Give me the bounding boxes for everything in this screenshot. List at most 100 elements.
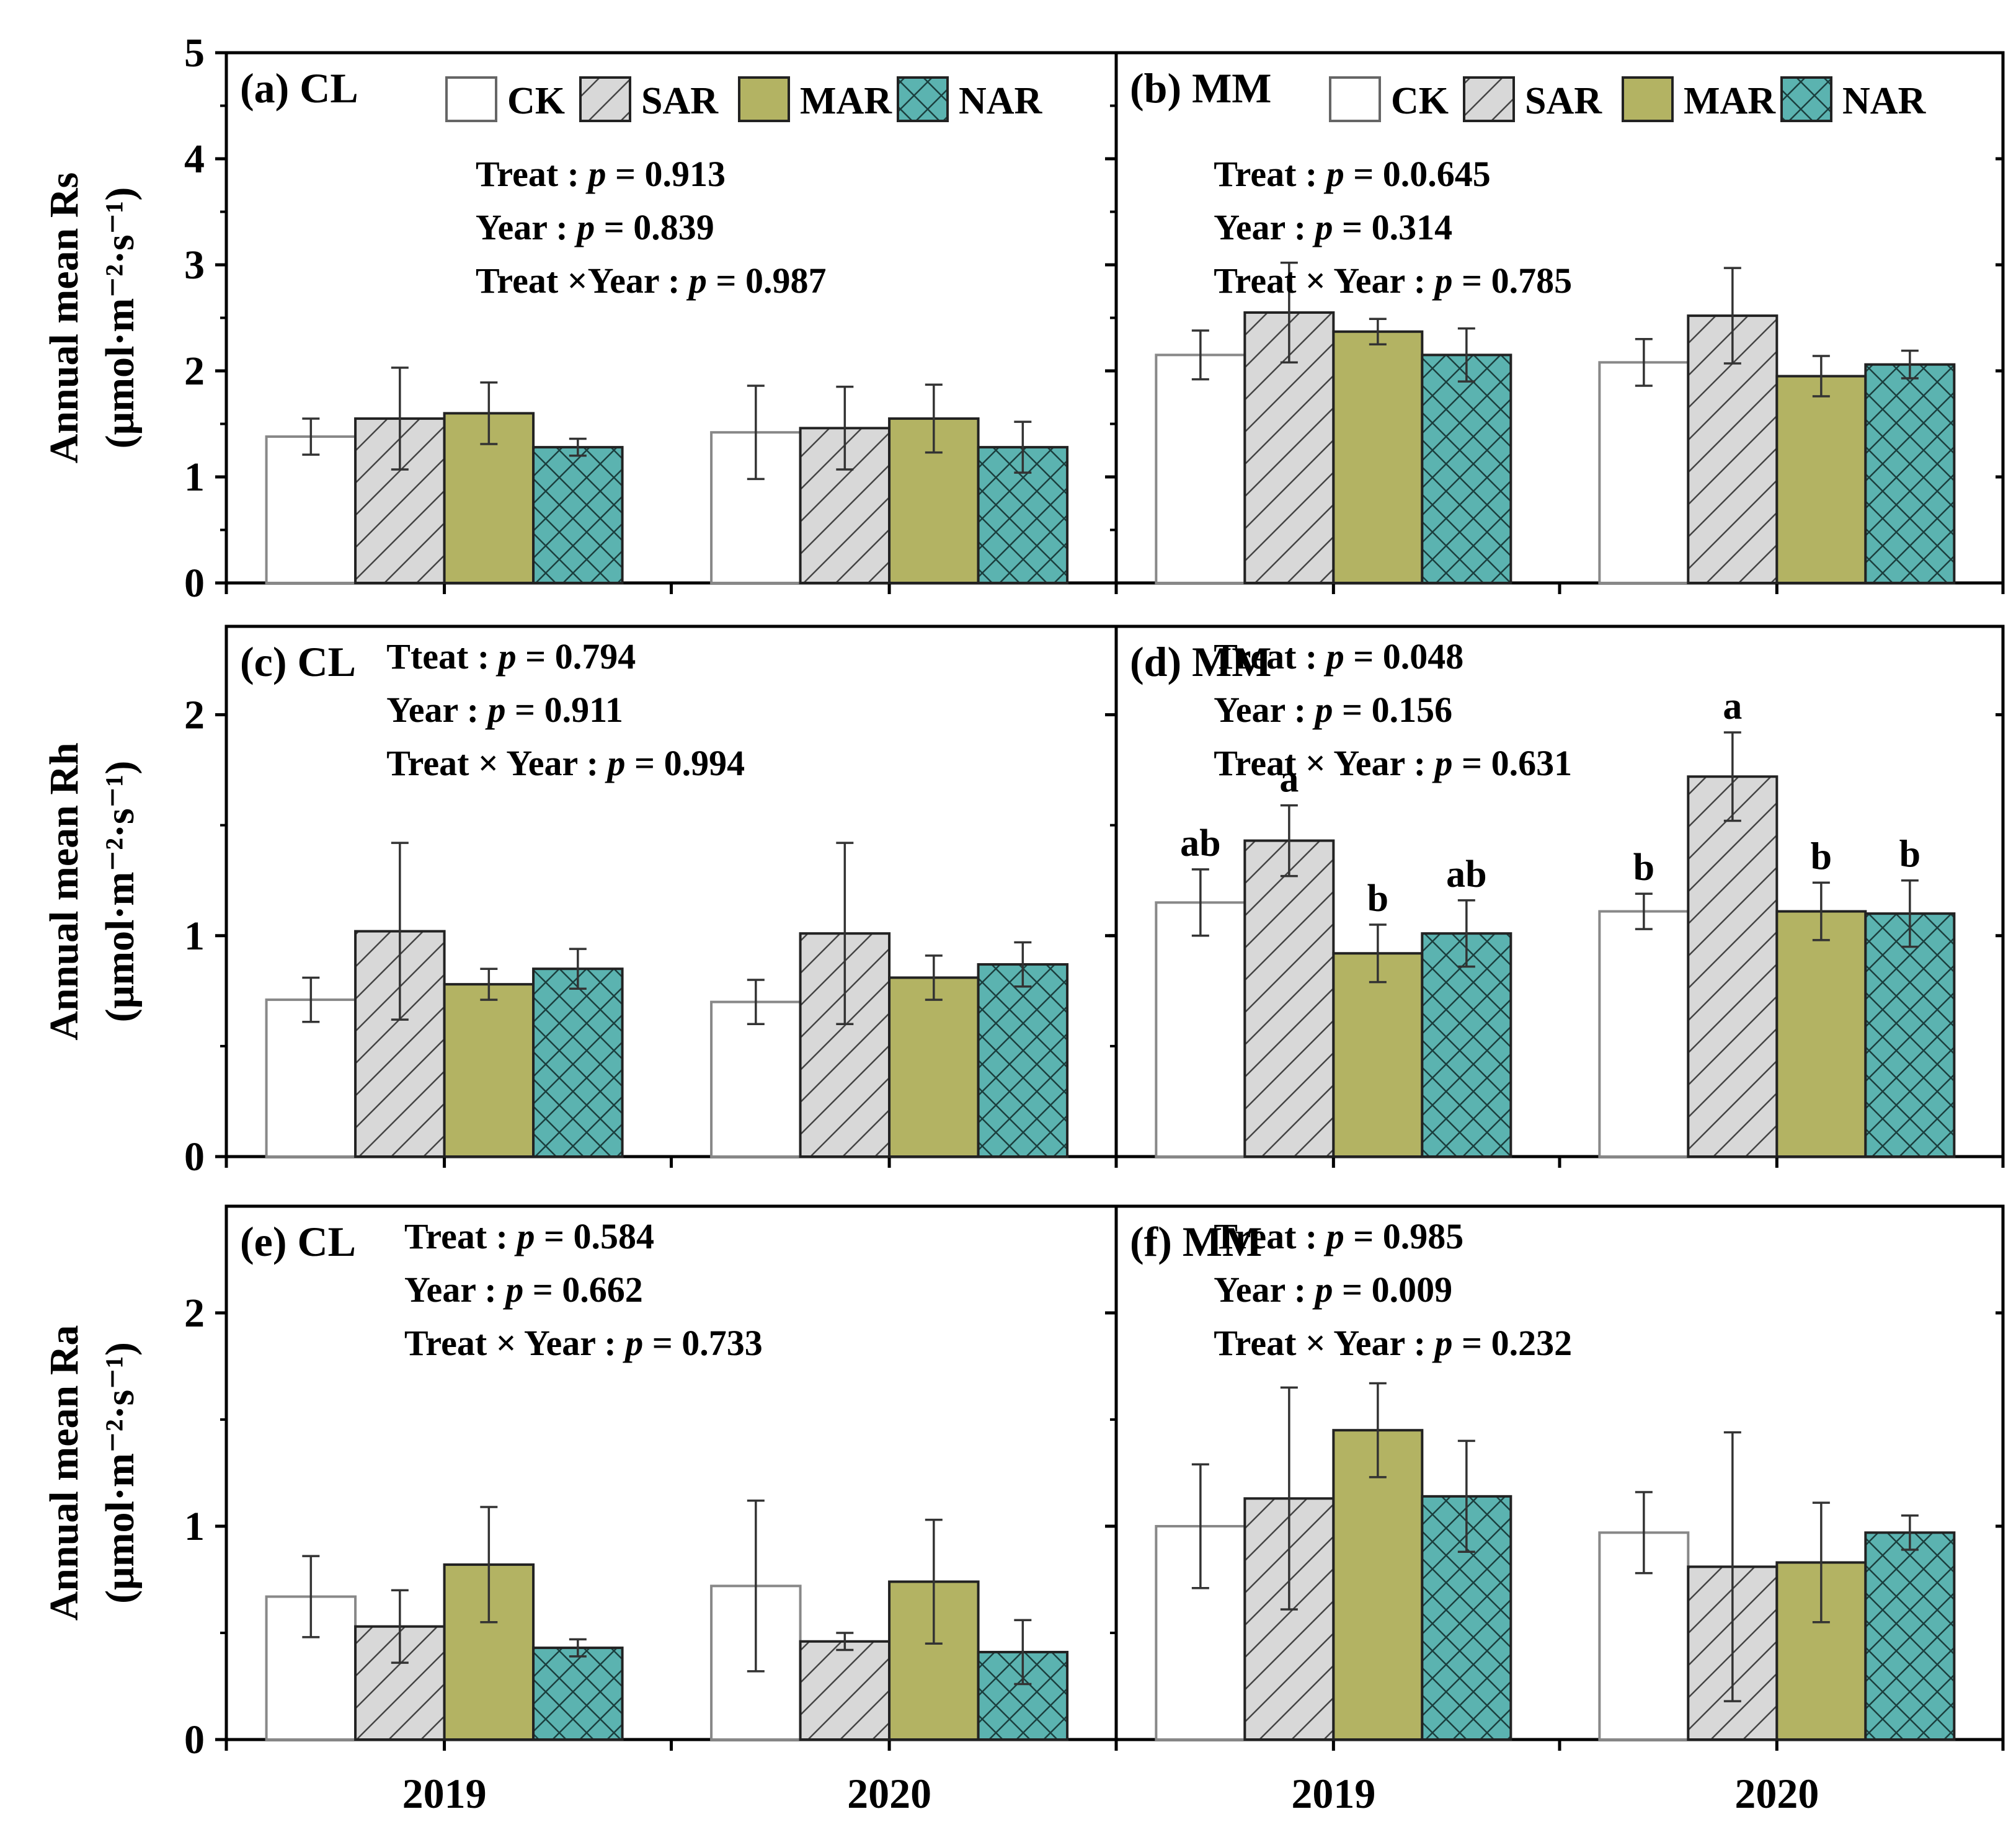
x-category-label: 2019 bbox=[402, 1770, 487, 1817]
y-axis-label: (μmol·m⁻²·s⁻¹) bbox=[97, 1342, 143, 1604]
bar-ck-2019 bbox=[265, 998, 357, 1158]
legend-swatch-mar bbox=[1622, 76, 1674, 122]
stat-line: Treat × Year : p = 0.631 bbox=[1214, 743, 1572, 783]
panel-label: (c) CL bbox=[240, 638, 356, 685]
y-axis-label: (μmol·m⁻²·s⁻¹) bbox=[97, 761, 143, 1023]
stat-line: Treat : p = 0.584 bbox=[404, 1216, 654, 1256]
stat-line: Year : p = 0.662 bbox=[404, 1269, 643, 1310]
stat-line: Treat × Year : p = 0.785 bbox=[1214, 260, 1572, 301]
stat-line: Year : p = 0.839 bbox=[476, 207, 714, 247]
bar-mar-2019 bbox=[1332, 330, 1424, 584]
y-axis-label: Annual mean Ra bbox=[42, 1325, 87, 1621]
bar-ck-2020 bbox=[1598, 361, 1690, 584]
legend-swatch-nar bbox=[897, 76, 949, 122]
stat-line: Treat : p = 0.913 bbox=[476, 154, 726, 194]
panel-c: 0 1 2 (c) CL Tteat : p = 0.794 Year : p = 0.9… bbox=[42, 625, 1118, 1180]
bar-mar-2020 bbox=[1775, 375, 1867, 584]
stat-line: Year : p = 0.314 bbox=[1214, 207, 1452, 247]
significance-letter: ab bbox=[1180, 822, 1220, 865]
bar-nar-2020 bbox=[1864, 1531, 1956, 1741]
significance-letter: a bbox=[1279, 758, 1299, 801]
panel-label: (f) MM bbox=[1130, 1218, 1262, 1265]
bar-sar-2020 bbox=[1687, 775, 1778, 1158]
panel-label: (e) CL bbox=[240, 1218, 356, 1265]
panel-a: 0 1 2 3 4 5 (a) CL Treat : p = 0.913 Year : p = … bbox=[42, 30, 1118, 606]
y-tick-label: 2 bbox=[184, 1291, 205, 1336]
y-axis-label: (μmol·m⁻²·s⁻¹) bbox=[97, 187, 143, 449]
y-tick-label: 0 bbox=[184, 561, 205, 606]
panel-label: (b) MM bbox=[1130, 64, 1271, 112]
stat-line: Treat : p = 0.985 bbox=[1214, 1216, 1463, 1256]
bar-nar-2020 bbox=[1864, 363, 1956, 584]
y-tick-label: 4 bbox=[184, 136, 205, 182]
legend-swatch-ck bbox=[445, 76, 497, 122]
legend-label: MAR bbox=[800, 80, 892, 122]
y-tick-label: 1 bbox=[184, 455, 205, 500]
legend-label: CK bbox=[1391, 80, 1449, 122]
stat-line: Treat ×Year : p = 0.987 bbox=[476, 260, 826, 301]
y-tick-label: 2 bbox=[184, 349, 205, 394]
significance-letter: ab bbox=[1446, 853, 1486, 896]
bar-ck-2020 bbox=[710, 1000, 802, 1158]
bar-mar-2019 bbox=[1332, 952, 1424, 1158]
panel-e: 0 1 2 2019 2020 (e) CL Treat : p = 0.584 Year :… bbox=[42, 1204, 1118, 1817]
bar-nar-2019 bbox=[532, 446, 624, 584]
stat-line: Treat × Year : p = 0.994 bbox=[386, 743, 745, 783]
legend-swatch-nar bbox=[1780, 76, 1832, 122]
plot-root: 0 1 2 3 4 5 (a) CL Treat : p = 0.913 Year : p = … bbox=[42, 30, 2005, 1817]
panel-label: (a) CL bbox=[240, 64, 358, 112]
legend-label: NAR bbox=[959, 80, 1043, 122]
y-tick-label: 2 bbox=[184, 693, 205, 738]
stat-line: Treat : p = 0.048 bbox=[1214, 636, 1463, 677]
stat-line: Treat × Year : p = 0.733 bbox=[404, 1323, 763, 1363]
y-axis-label: Annual mean Rs bbox=[42, 172, 87, 463]
bar-nar-2020 bbox=[977, 963, 1069, 1158]
legend-swatch-sar bbox=[579, 76, 631, 122]
bar-ck-2019 bbox=[265, 435, 357, 585]
legend-label: SAR bbox=[1525, 80, 1602, 122]
bar-ck-2020 bbox=[1598, 910, 1690, 1158]
bar-nar-2020 bbox=[1864, 912, 1956, 1158]
bar-ck-2019 bbox=[1155, 901, 1246, 1158]
bar-nar-2019 bbox=[532, 1647, 624, 1741]
panel-label: (d) MM bbox=[1130, 638, 1271, 685]
legend-label: NAR bbox=[1842, 80, 1927, 122]
y-tick-label: 0 bbox=[184, 1134, 205, 1180]
stat-line: Treat × Year : p = 0.232 bbox=[1214, 1323, 1572, 1363]
legend-swatch-sar bbox=[1463, 76, 1515, 122]
bar-sar-2019 bbox=[1243, 839, 1335, 1158]
bar-mar-2020 bbox=[1775, 910, 1867, 1158]
bar-nar-2019 bbox=[1421, 932, 1512, 1158]
legend-label: MAR bbox=[1684, 80, 1776, 122]
legend-label: SAR bbox=[641, 80, 719, 122]
y-tick-label: 0 bbox=[184, 1717, 205, 1763]
stat-line: Year : p = 0.911 bbox=[386, 690, 623, 730]
bar-mar-2020 bbox=[888, 976, 980, 1158]
stat-line: Year : p = 0.156 bbox=[1214, 690, 1452, 730]
y-tick-label: 3 bbox=[184, 242, 205, 288]
stat-line: Tteat : p = 0.794 bbox=[386, 636, 636, 677]
bar-nar-2019 bbox=[1421, 353, 1512, 584]
significance-letter: b bbox=[1633, 847, 1654, 889]
y-axis-label: Annual mean Rh bbox=[42, 742, 87, 1040]
significance-letter: b bbox=[1811, 835, 1832, 878]
stat-line: Year : p = 0.009 bbox=[1214, 1269, 1452, 1310]
panel-b: (b) MM Treat : p = 0.0.645 Year : p = 0.31… bbox=[1105, 51, 2005, 594]
significance-letter: b bbox=[1367, 878, 1388, 920]
bar-mar-2019 bbox=[1332, 1429, 1424, 1741]
y-tick-label: 5 bbox=[184, 30, 205, 76]
stat-line: Treat : p = 0.0.645 bbox=[1214, 154, 1491, 194]
y-tick-label: 1 bbox=[184, 914, 205, 959]
x-category-label: 2020 bbox=[1734, 1770, 1819, 1817]
bar-ck-2019 bbox=[1155, 353, 1246, 584]
y-tick-label: 1 bbox=[184, 1504, 205, 1549]
significance-letter: b bbox=[1899, 833, 1921, 876]
x-category-label: 2020 bbox=[847, 1770, 931, 1817]
significance-letter: a bbox=[1723, 685, 1742, 727]
x-category-label: 2019 bbox=[1291, 1770, 1375, 1817]
legend-swatch-mar bbox=[738, 76, 790, 122]
bar-nar-2019 bbox=[532, 967, 624, 1158]
bar-mar-2019 bbox=[443, 983, 535, 1158]
